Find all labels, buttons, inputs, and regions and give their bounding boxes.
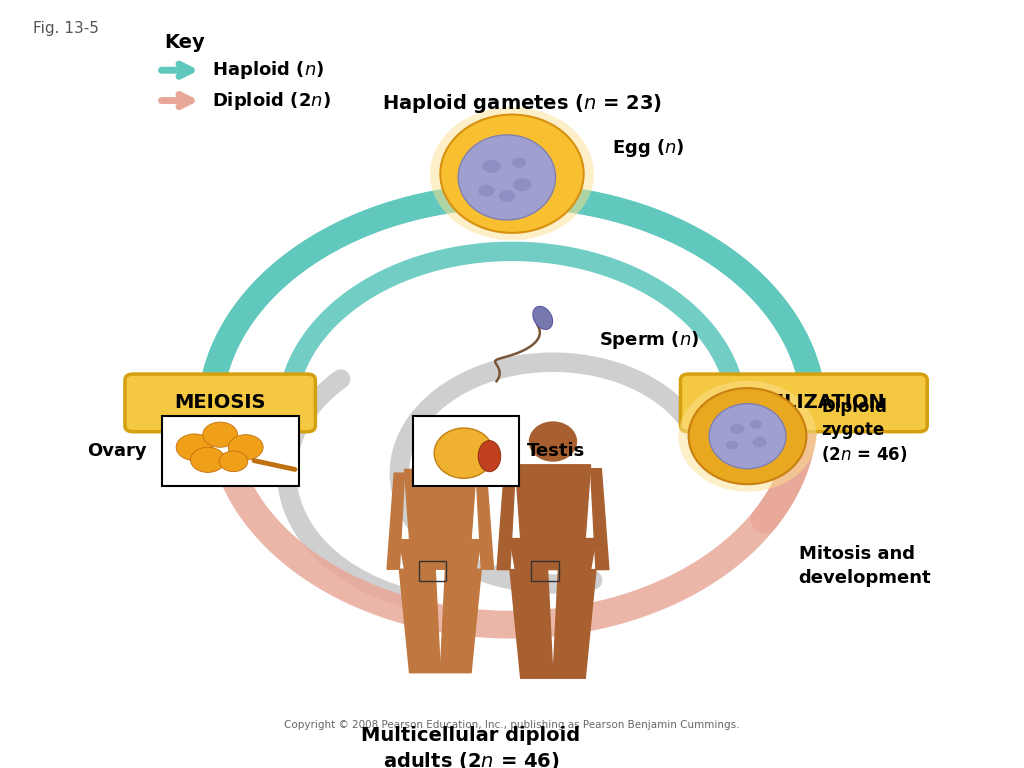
- FancyBboxPatch shape: [680, 374, 928, 432]
- Ellipse shape: [459, 135, 555, 220]
- Text: Fig. 13-5: Fig. 13-5: [33, 21, 98, 35]
- Circle shape: [726, 441, 738, 449]
- Ellipse shape: [418, 428, 464, 466]
- Ellipse shape: [688, 388, 807, 484]
- Ellipse shape: [678, 381, 817, 492]
- Polygon shape: [387, 473, 404, 569]
- Polygon shape: [510, 570, 553, 678]
- Text: MEIOSIS: MEIOSIS: [174, 393, 266, 412]
- Text: development: development: [799, 569, 932, 587]
- Text: Diploid (2$n$): Diploid (2$n$): [212, 90, 331, 111]
- Text: adults (2$n$ = 46): adults (2$n$ = 46): [383, 750, 559, 768]
- Circle shape: [176, 434, 213, 461]
- Circle shape: [219, 451, 248, 472]
- Text: FERTILIZATION: FERTILIZATION: [723, 393, 885, 412]
- Text: Haploid ($n$): Haploid ($n$): [212, 59, 325, 81]
- Text: Testis: Testis: [527, 442, 586, 460]
- Text: Diploid: Diploid: [821, 398, 887, 415]
- Polygon shape: [399, 569, 440, 673]
- Circle shape: [750, 420, 762, 429]
- Polygon shape: [510, 538, 596, 570]
- Polygon shape: [476, 473, 494, 569]
- Polygon shape: [399, 540, 481, 569]
- Polygon shape: [515, 465, 591, 538]
- Circle shape: [203, 422, 238, 447]
- Circle shape: [190, 447, 225, 472]
- Ellipse shape: [478, 441, 501, 472]
- Polygon shape: [497, 468, 515, 570]
- Polygon shape: [440, 569, 481, 673]
- Ellipse shape: [434, 428, 494, 478]
- Circle shape: [478, 185, 495, 197]
- Polygon shape: [591, 468, 609, 570]
- Text: Copyright © 2008 Pearson Education, Inc., publishing as Pearson Benjamin Cumming: Copyright © 2008 Pearson Education, Inc.…: [285, 720, 739, 730]
- Polygon shape: [553, 570, 596, 678]
- Circle shape: [512, 157, 526, 168]
- Ellipse shape: [532, 306, 553, 329]
- Text: Sperm ($n$): Sperm ($n$): [599, 329, 699, 351]
- Polygon shape: [404, 469, 476, 540]
- Text: Egg ($n$): Egg ($n$): [612, 137, 685, 159]
- Ellipse shape: [440, 114, 584, 233]
- Text: Ovary: Ovary: [87, 442, 146, 460]
- Text: Multicellular diploid: Multicellular diploid: [361, 726, 581, 745]
- Circle shape: [730, 424, 744, 434]
- Circle shape: [753, 437, 767, 447]
- FancyBboxPatch shape: [162, 416, 299, 485]
- Text: zygote: zygote: [821, 422, 885, 439]
- Text: Haploid gametes ($n$ = 23): Haploid gametes ($n$ = 23): [382, 92, 663, 115]
- Text: Mitosis and: Mitosis and: [799, 545, 914, 564]
- Ellipse shape: [709, 404, 786, 468]
- Ellipse shape: [430, 108, 594, 240]
- FancyBboxPatch shape: [413, 416, 519, 485]
- Circle shape: [482, 160, 501, 173]
- FancyBboxPatch shape: [125, 374, 315, 432]
- Circle shape: [513, 178, 531, 191]
- Text: Key: Key: [164, 33, 205, 52]
- Circle shape: [228, 435, 263, 460]
- Text: (2$n$ = 46): (2$n$ = 46): [821, 444, 907, 464]
- Circle shape: [499, 190, 515, 202]
- Ellipse shape: [528, 422, 578, 462]
